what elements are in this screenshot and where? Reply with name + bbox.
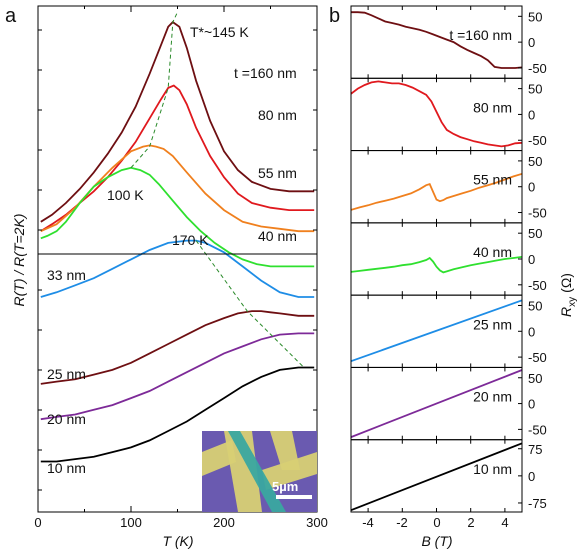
panel-a-curves: [40, 20, 315, 463]
panel-b-label-40-nm: 40 nm: [473, 244, 512, 260]
panel-b-series-t-160-nm: [351, 11, 522, 69]
label-80nm: 80 nm: [258, 107, 297, 123]
panel-b-ytick-label: 0: [528, 252, 535, 267]
panel-b-ytick-label: -50: [528, 422, 547, 437]
panel-b-ytick-label: -50: [528, 61, 547, 76]
panel-b-ytick-label: -50: [528, 133, 547, 148]
panel-b-xtick-2: 0: [433, 515, 440, 530]
annotation-tstar: T*~145 K: [190, 24, 249, 40]
panel-b-ylabel-unit: (Ω): [558, 273, 574, 293]
panel-a-series-25-nm: [40, 310, 315, 385]
panel-b-ytick-label: 50: [528, 226, 542, 241]
panel-a-xtick-0: 0: [34, 515, 41, 530]
label-33nm: 33 nm: [47, 267, 86, 283]
annotation-100k: 100 K: [107, 187, 144, 203]
label-55nm: 55 nm: [258, 165, 297, 181]
panel-a-xtick-1: 100: [120, 515, 142, 530]
label-160nm: t =160 nm: [234, 65, 297, 81]
panel-a-xtick-2: 200: [213, 515, 235, 530]
panel-b-xtick-0: -4: [362, 515, 374, 530]
panel-b-xlabel: B (T): [421, 533, 452, 549]
panel-a-xtick-3: 300: [306, 515, 328, 530]
panel-b-label-25-nm: 25 nm: [473, 316, 512, 332]
panel-b-ytick-label: 50: [528, 298, 542, 313]
panel-b-subpanels: 50 0 -50 t =160 nm 50 0 -50 80 nm 50 0 -50 55 nm 50 0…: [350, 5, 547, 513]
panel-b-ytick-label: 50: [528, 9, 542, 24]
panel-b-series-20-nm: [351, 369, 522, 438]
panel-b-ytick-label: 0: [528, 180, 535, 195]
panel-b-ytick-label: 0: [528, 469, 535, 484]
panel-a-xlabel: T (K): [162, 533, 193, 549]
panel-a-series-20-nm: [40, 332, 315, 421]
peak-guide-upper: [130, 11, 178, 169]
panel-b-ytick-label: 75: [528, 442, 542, 457]
panel-b-series-40-nm: [351, 256, 522, 274]
panel-b-label: b: [329, 5, 340, 27]
panel-b-series-10-nm: [351, 442, 522, 512]
panel-a-peak-guides: [130, 11, 305, 368]
label-25nm: 25 nm: [47, 366, 86, 382]
annotation-170k: 170 K: [172, 232, 209, 248]
label-40nm: 40 nm: [258, 228, 297, 244]
panel-b-ytick-label: 50: [528, 154, 542, 169]
panel-b-ytick-label: -75: [528, 496, 547, 511]
panel-b-ytick-label: 0: [528, 107, 535, 122]
panel-a-series-33-nm: [40, 239, 315, 298]
panel-b-xtick-4: 4: [501, 515, 508, 530]
panel-b-series-80-nm: [351, 80, 522, 148]
peak-guide-lower: [195, 240, 305, 368]
panel-a-series-80-nm: [40, 84, 315, 232]
inset-scale-bar: [276, 495, 312, 499]
panel-b-ytick-label: -50: [528, 206, 547, 221]
panel-b-label-20-nm: 20 nm: [473, 389, 512, 405]
svg-text:Rxy(Ω): Rxy (Ω): [558, 273, 578, 317]
inset-scale-bar-label: 5µm: [272, 479, 298, 494]
panel-a-label: a: [5, 5, 17, 27]
panel-b-label-10-nm: 10 nm: [473, 461, 512, 477]
panel-a-series-40-nm: [40, 166, 315, 268]
panel-b-ytick-label: 0: [528, 324, 535, 339]
panel-b-ytick-label: 50: [528, 82, 542, 97]
panel-b-series-25-nm: [351, 299, 522, 363]
panel-b-ylabel: Rxy (Ω): [558, 273, 578, 317]
panel-b-ytick-label: 50: [528, 371, 542, 386]
panel-b-ylabel-sub: xy: [567, 297, 578, 307]
panel-b-label-55-nm: 55 nm: [473, 172, 512, 188]
label-10nm: 10 nm: [47, 460, 86, 476]
panel-b-xtick-1: -2: [396, 515, 408, 530]
panel-b-ylabel-main: R: [558, 307, 574, 317]
panel-b-ytick-label: 0: [528, 397, 535, 412]
label-20nm: 20 nm: [47, 411, 86, 427]
panel-b-ytick-label: 0: [528, 35, 535, 50]
panel-a-series-10-nm: [40, 366, 315, 463]
panel-a-series-55-nm: [40, 144, 315, 233]
panel-b-label-t-160-nm: t =160 nm: [449, 27, 512, 43]
panel-b-series-55-nm: [351, 172, 522, 211]
panel-b-xtick-3: 2: [467, 515, 474, 530]
panel-a-ylabel: R(T) / R(T=2K): [11, 214, 27, 307]
panel-b-ytick-label: -50: [528, 278, 547, 293]
device-inset-image: 5µm: [202, 431, 317, 512]
panel-b-ytick-label: -50: [528, 350, 547, 365]
panel-b-label-80-nm: 80 nm: [473, 99, 512, 115]
